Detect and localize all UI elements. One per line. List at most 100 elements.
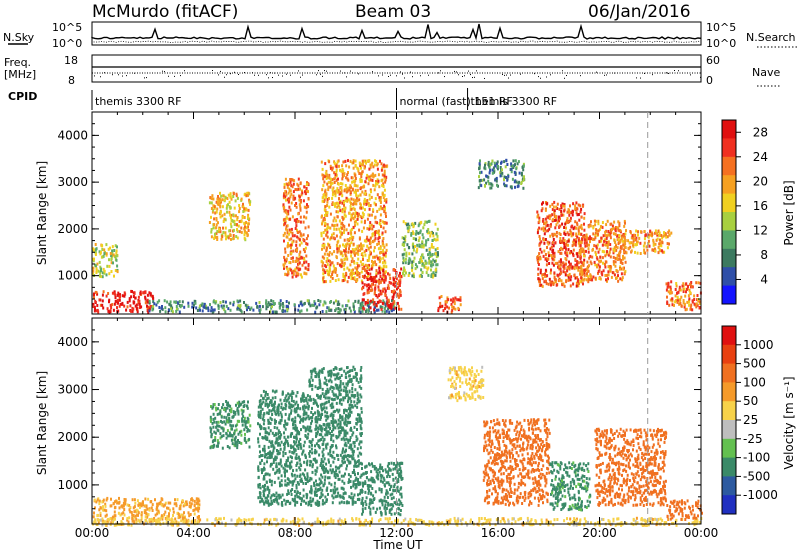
heat-cell	[594, 220, 596, 223]
heat-cell	[382, 257, 384, 260]
nave-sample	[266, 74, 267, 75]
heat-cell	[296, 188, 298, 191]
heat-cell	[591, 278, 593, 281]
heat-cell	[563, 210, 565, 213]
heat-cell	[227, 434, 229, 437]
nave-sample	[596, 72, 597, 73]
heat-cell	[230, 216, 232, 219]
nave-sample	[502, 74, 503, 75]
heat-cell	[306, 203, 308, 206]
heat-cell	[584, 212, 586, 215]
heat-cell	[364, 192, 366, 195]
heat-cell	[111, 270, 113, 273]
heat-cell	[357, 247, 359, 250]
heat-cell	[345, 272, 347, 275]
heat-cell	[239, 207, 241, 210]
heat-cell	[569, 211, 571, 214]
heat-cell	[389, 517, 391, 520]
heat-cell	[242, 410, 244, 413]
nsky-tick-high: 10^5	[52, 21, 82, 34]
heat-cell	[231, 519, 233, 522]
heat-cell	[545, 209, 547, 212]
heat-cell	[334, 176, 336, 179]
heat-cell	[100, 519, 102, 522]
nave-label: Nave	[752, 66, 780, 79]
heat-cell	[551, 203, 553, 206]
heat-cell	[114, 303, 116, 306]
heat-cell	[350, 190, 352, 193]
cpid-segment-label: themis 3300 RF	[95, 95, 182, 108]
heat-cell	[189, 505, 191, 508]
heat-cell	[236, 223, 238, 226]
heat-cell	[211, 207, 213, 210]
heat-cell	[617, 280, 619, 283]
heat-cell	[629, 230, 631, 233]
heat-cell	[230, 424, 232, 427]
freq-panel	[92, 55, 701, 82]
heat-cell	[366, 227, 368, 230]
heat-cell	[181, 514, 183, 517]
heat-cell	[183, 511, 185, 514]
heat-cell	[545, 280, 547, 283]
heat-cell	[349, 244, 351, 247]
heat-cell	[387, 284, 389, 287]
heat-cell	[393, 278, 395, 281]
heat-cell	[336, 256, 338, 259]
heat-cell	[206, 518, 208, 521]
heat-cell	[355, 160, 357, 163]
heat-cell	[129, 304, 131, 307]
heat-cell	[107, 307, 109, 310]
heat-cell	[490, 186, 492, 189]
heat-cell	[378, 185, 380, 188]
heat-cell	[354, 248, 356, 251]
heat-cell	[332, 261, 334, 264]
heat-cell	[314, 311, 316, 314]
heat-cell	[478, 520, 480, 523]
heat-cell	[226, 305, 228, 308]
heat-cell	[328, 160, 330, 163]
nave-sample	[104, 72, 105, 73]
heat-cell	[384, 181, 386, 184]
heat-cell	[297, 184, 299, 187]
heat-cell	[548, 251, 550, 254]
heat-cell	[368, 168, 370, 171]
heat-cell	[441, 295, 443, 298]
nave-sample	[100, 76, 101, 77]
heat-cell	[636, 517, 638, 520]
heat-cell	[415, 238, 417, 241]
heat-cell	[378, 208, 380, 211]
nave-sample	[378, 75, 379, 76]
heat-cell	[112, 261, 114, 264]
heat-cell	[362, 215, 364, 218]
heat-cell	[405, 254, 407, 257]
heat-cell	[195, 306, 197, 309]
heat-cell	[303, 185, 305, 188]
heat-cell	[668, 229, 670, 232]
heat-cell	[541, 209, 543, 212]
heat-cell	[376, 164, 378, 167]
heat-cell	[125, 309, 127, 312]
heat-cell	[699, 306, 701, 309]
heat-cell	[373, 308, 375, 311]
nave-sample	[402, 74, 403, 75]
heat-cell	[590, 224, 592, 227]
heat-cell	[146, 505, 148, 508]
nave-sample	[268, 77, 269, 78]
heat-cell	[230, 225, 232, 228]
heat-cell	[616, 270, 618, 273]
nave-sample	[352, 72, 353, 73]
heat-cell	[94, 518, 96, 521]
heat-cell	[348, 276, 350, 279]
heat-cell	[565, 243, 567, 246]
heat-cell	[549, 278, 551, 281]
heat-cell	[578, 219, 580, 222]
heat-cell	[607, 230, 609, 233]
heat-cell	[354, 184, 356, 187]
heat-cell	[567, 217, 569, 220]
heat-cell	[306, 237, 308, 240]
heat-cell	[613, 263, 615, 266]
heat-cell	[290, 237, 292, 240]
heat-cell	[236, 443, 238, 446]
heat-cell	[217, 203, 219, 206]
heat-cell	[545, 258, 547, 261]
